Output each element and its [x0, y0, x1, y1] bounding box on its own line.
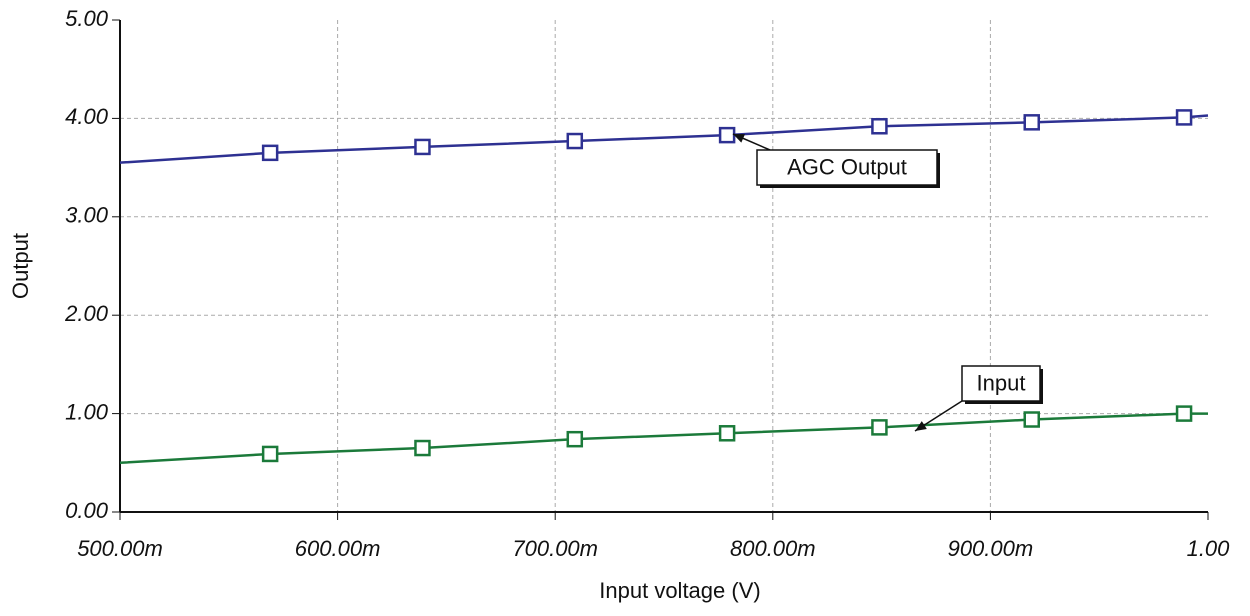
y-tick-label: 3.00 [65, 203, 109, 228]
x-tick-label: 1.00 [1187, 536, 1231, 561]
marker [566, 132, 584, 150]
marker [871, 419, 888, 436]
series-line [119, 114, 1209, 164]
x-tick-label: 900.00m [948, 536, 1034, 561]
marker [261, 144, 279, 162]
marker [1023, 411, 1040, 428]
callout-box [961, 365, 1041, 402]
callout-arrowhead [733, 134, 745, 143]
marker [261, 445, 279, 463]
y-tick-label: 0.00 [65, 498, 109, 523]
y-tick-label: 1.00 [65, 399, 109, 424]
marker [1023, 114, 1040, 131]
legend-entry: AGC Output [787, 154, 907, 179]
x-tick-label: 800.00m [730, 536, 816, 561]
x-tick-label: 600.00m [295, 536, 381, 561]
marker [1175, 405, 1193, 422]
marker [414, 439, 431, 457]
x-tick-label: 700.00m [512, 536, 598, 561]
y-tick-label: 5.00 [65, 6, 109, 31]
y-axis-label: Output [8, 233, 33, 299]
marker [566, 430, 584, 448]
y-tick-label: 2.00 [64, 301, 109, 326]
y-tick-label: 4.00 [65, 104, 109, 129]
callout-box [756, 149, 938, 186]
legend-entry: Input [977, 370, 1026, 395]
marker [718, 425, 736, 442]
marker [414, 138, 431, 156]
callout-arrowhead [915, 421, 927, 431]
x-tick-label: 500.00m [77, 536, 163, 561]
marker [871, 118, 888, 135]
marker [1175, 109, 1193, 126]
series-line [119, 412, 1208, 465]
x-axis-label: Input voltage (V) [599, 578, 760, 603]
marker [718, 126, 736, 144]
